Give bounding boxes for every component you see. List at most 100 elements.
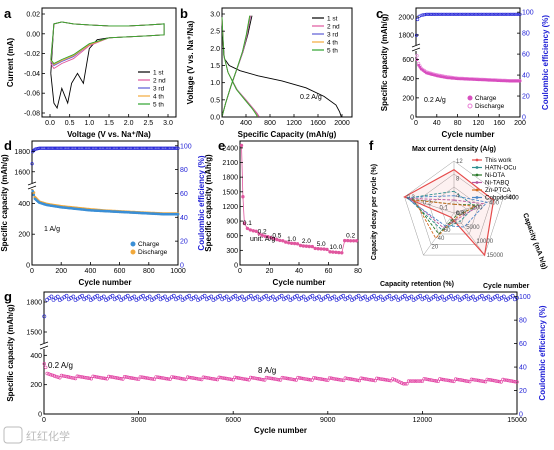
panel-c-axis-break-gap [412,45,420,51]
panel-d-efficiency-point [53,146,58,150]
panel-g-capacity-point [156,375,160,379]
panel-g-efficiency-point [95,293,100,298]
panel-g-capacity-point [506,378,510,383]
panel-g-capacity-point [84,376,88,380]
panel-g-efficiency-point [224,294,229,299]
panel-c-axis-break-mark [411,43,421,48]
panel-c-efficiency-point [416,17,420,22]
panel-c-efficiency-point [467,12,471,16]
panel-g-efficiency-point [325,293,330,298]
panel-g-capacity-point [203,375,207,380]
panel-g-capacity-point [371,378,375,382]
panel-g-capacity-point [182,377,186,381]
panel-a-x-tick-label: 2.0 [124,120,134,127]
panel-c-efficiency-point [433,12,437,16]
panel-g-capacity-point [347,377,351,381]
panel-e-point [266,235,270,239]
panel-e-point [242,221,247,226]
panel-g-capacity-point [110,375,115,379]
panel-g-capacity-point [406,379,411,383]
panel-d-ylabel-right: Coulombic efficiency (%) [197,155,206,250]
panel-c-legend-marker [467,95,473,101]
panel-b-x-tick-label: 800 [264,120,276,127]
panel-a-y-tick-label: -0.08 [24,111,40,118]
panel-e-y-tick-label: 2400 [222,145,238,152]
panel-g-capacity-point [196,377,200,381]
panel-g-capacity-point [186,375,190,379]
panel-c-yleft-tick-label: 1800 [398,33,414,40]
panel-g-capacity-point [398,380,402,384]
panel-d-charge-point [31,189,35,193]
panel-g-annotation: 8 A/g [258,366,276,375]
panel-c-efficiency-point [496,12,500,16]
panel-c-efficiency-point [436,12,441,16]
panel-e-y-tick-label: 2100 [222,160,238,167]
panel-g-efficiency-point [402,293,407,298]
panel-g-capacity-point [354,378,358,382]
panel-c-yright-tick-label: 60 [522,52,530,59]
panel-g-capacity-point [490,378,495,382]
panel-g-capacity-point [326,378,330,382]
panel-g-yright-tick-label: 0 [519,412,523,419]
panel-g-capacity-point [504,378,509,382]
panel-g-capacity-point [159,376,164,380]
panel-e-point [354,239,359,243]
panel-g-capacity-point [420,379,425,383]
panel-g-efficiency-point [279,293,284,298]
panel-g-efficiency-point [310,293,315,298]
panel-g-capacity-point [94,375,99,379]
panel-g-capacity-point [443,378,447,382]
panel-g-capacity-point [478,379,482,383]
panel-g-efficiency-point [86,294,91,299]
panel-g-capacity-point [264,375,269,380]
panel-g-ylabel: Specific capacity (mAh/g) [6,304,15,402]
panel-g-capacity-point [147,376,151,381]
panel-e-rate-label: 5.0 [317,241,326,248]
panel-d-yright-tick-label: 60 [180,191,188,198]
panel-g-capacity-point [268,376,272,380]
panel-g-capacity-point [392,378,397,382]
panel-g-efficiency-point [363,294,368,299]
panel-c-efficiency-point [497,12,501,16]
panel-g-capacity-point [261,378,265,382]
panel-e-point [351,239,356,243]
panel-d-yleft-tick-label: 400 [18,201,30,208]
panel-g-capacity-point [207,376,211,380]
panel-a-ylabel: Current (mA) [6,38,15,88]
panel-c-efficiency-point [475,12,479,16]
panel-g-capacity-point [122,375,127,379]
panel-g-capacity-point [87,376,92,380]
panel-b-legend-label: 1 st [327,16,338,23]
panel-g-capacity-point [482,379,486,384]
panel-e-point [325,247,329,252]
panel-g-annotation: 0.2 A/g [48,361,73,370]
panel-e-x-tick-label: 20 [266,268,274,275]
panel-a-x-tick-label: 1.5 [104,120,114,127]
panel-label-c: c [376,6,383,21]
panel-g-capacity-point [75,374,80,378]
panel-g-capacity-point [327,376,332,380]
panel-g-capacity-point [256,377,260,381]
panel-c-efficiency-point [508,12,513,16]
panel-c-efficiency-point [449,12,453,16]
watermark-logo [3,426,23,444]
panel-g-capacity-point [317,377,321,381]
panel-g-efficiency-point [71,294,76,299]
panel-c-efficiency-point [505,12,509,16]
panel-c-yright-tick-label: 100 [522,10,534,17]
panel-g-capacity-point [515,380,519,384]
panel-b-y-tick-label: 3.0 [210,12,220,19]
panel-g-capacity-point [299,376,304,380]
panel-g-capacity-point [193,376,197,380]
panel-g-capacity-point [485,377,489,382]
panel-g-capacity-point [301,376,305,381]
panel-g-capacity-point [124,375,129,379]
panel-g-capacity-point [221,376,225,380]
panel-g-capacity-point [289,377,293,381]
panel-d-legend-label: Discharge [138,249,168,256]
panel-c-efficiency-point [441,12,445,16]
panel-e-point [257,232,261,236]
panel-g-capacity-point [149,377,153,381]
panel-g-capacity-point [513,380,517,384]
panel-g-capacity-point [112,375,116,380]
